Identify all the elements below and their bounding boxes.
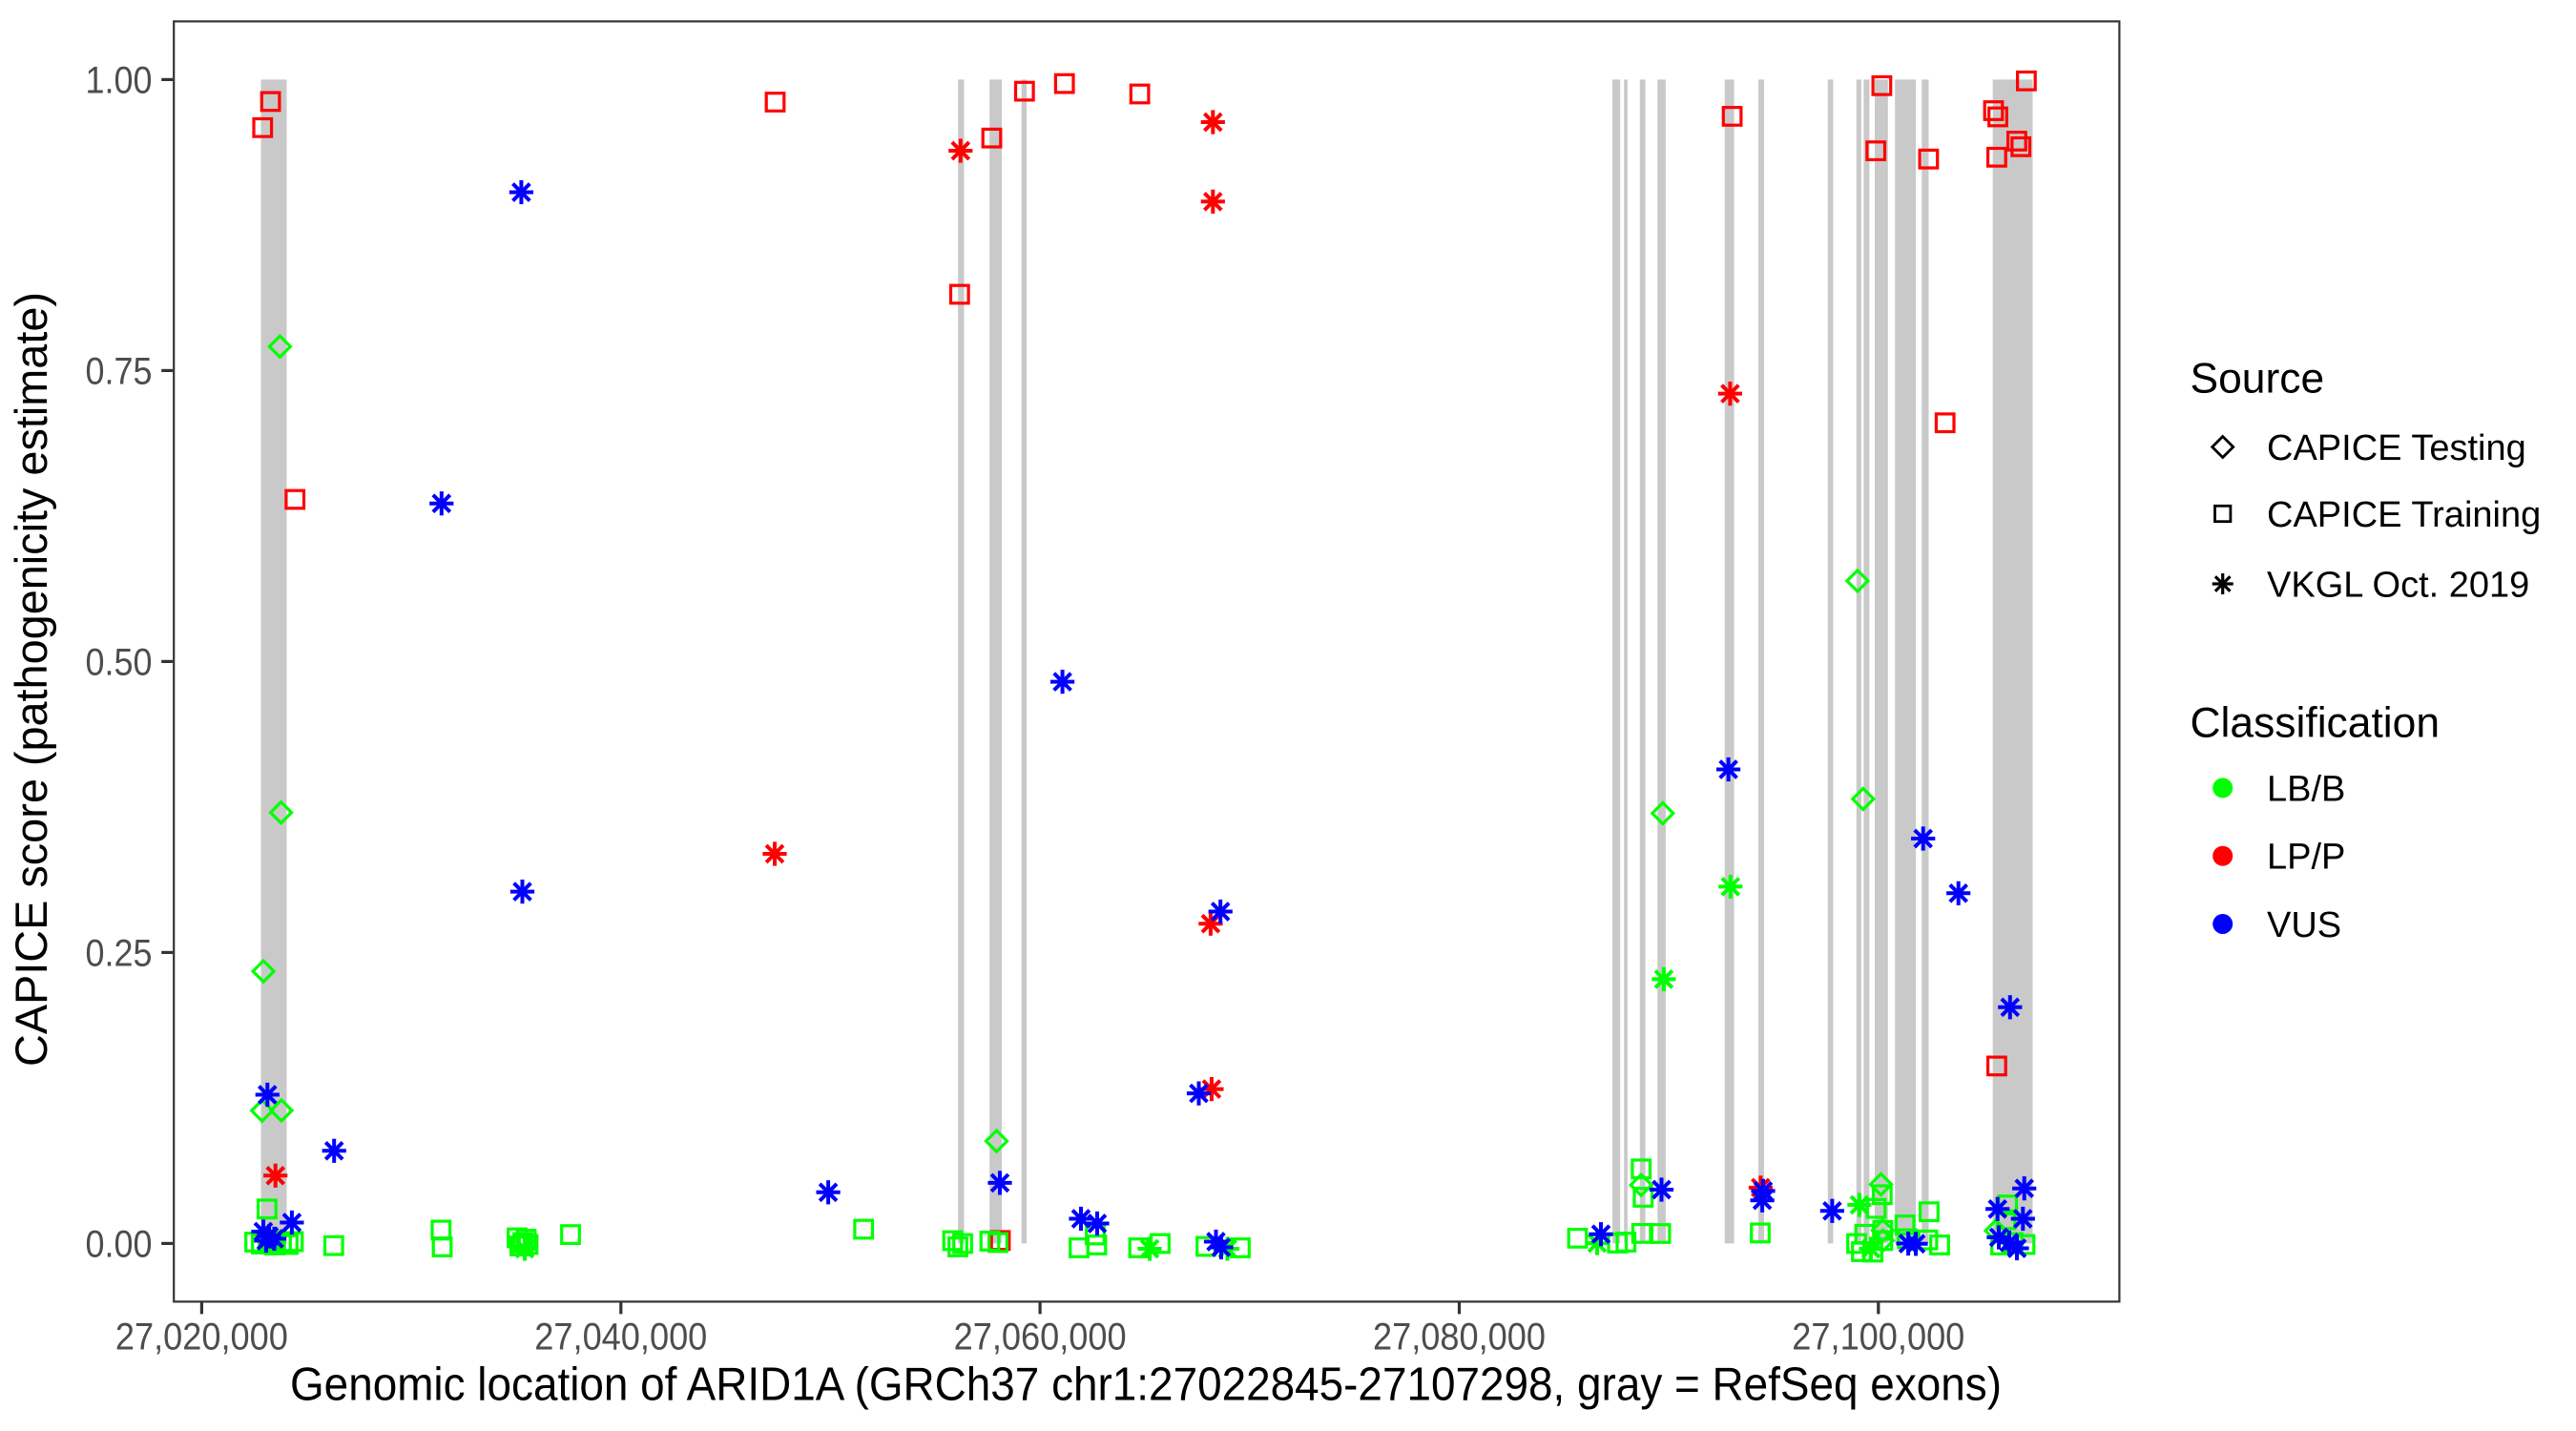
svg-text:27,040,000: 27,040,000 [534,1317,707,1358]
svg-text:0.50: 0.50 [86,641,153,683]
svg-text:1.00: 1.00 [86,59,153,101]
svg-text:0.25: 0.25 [86,932,153,974]
svg-text:27,080,000: 27,080,000 [1373,1317,1546,1358]
svg-text:27,020,000: 27,020,000 [115,1317,288,1358]
svg-text:0.00: 0.00 [86,1223,153,1265]
svg-text:Source: Source [2191,356,2325,403]
svg-text:LP/P: LP/P [2267,838,2345,878]
svg-text:27,100,000: 27,100,000 [1792,1317,1964,1358]
svg-text:0.75: 0.75 [86,350,153,392]
svg-text:Classification: Classification [2191,699,2441,746]
svg-text:CAPICE Testing: CAPICE Testing [2267,428,2526,468]
svg-text:CAPICE score (pathogenicity es: CAPICE score (pathogenicity estimate) [7,292,57,1067]
svg-text:Genomic location of ARID1A (GR: Genomic location of ARID1A (GRCh37 chr1:… [290,1359,2002,1411]
svg-text:VUS: VUS [2267,905,2341,945]
svg-text:27,060,000: 27,060,000 [954,1317,1127,1358]
svg-text:CAPICE Training: CAPICE Training [2267,495,2541,535]
svg-text:VKGL Oct. 2019: VKGL Oct. 2019 [2267,566,2529,606]
svg-text:LB/B: LB/B [2267,769,2345,809]
